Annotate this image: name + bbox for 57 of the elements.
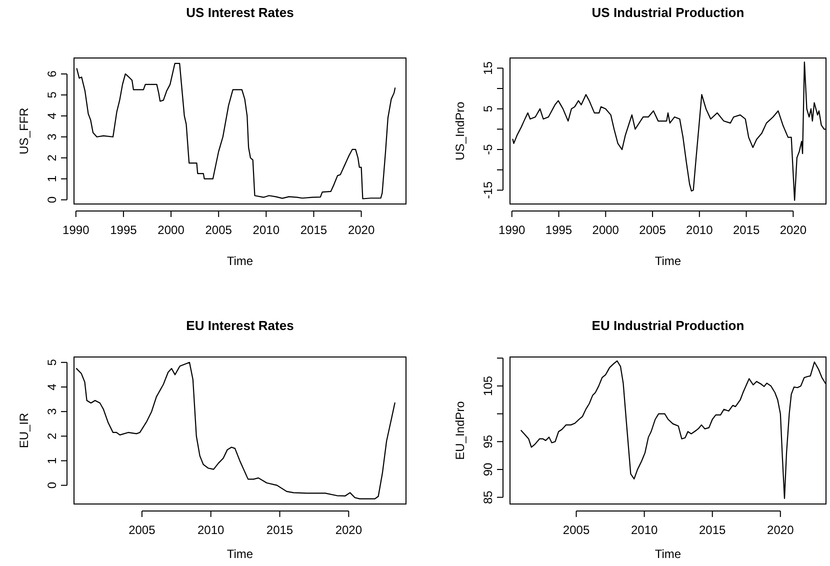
x-tick-label: 1990 <box>498 223 526 237</box>
chart-title: EU Industrial Production <box>592 318 744 333</box>
x-tick-label: 2010 <box>198 523 225 537</box>
x-tick-label: 2015 <box>300 223 328 237</box>
y-tick-label: 6 <box>45 70 59 78</box>
x-tick-label: 1995 <box>545 223 572 237</box>
y-tick-label: 2 <box>45 432 59 440</box>
y-axis-title: US_FFR <box>17 107 31 154</box>
x-axis-title: Time <box>226 547 254 561</box>
x-tick-label: 1995 <box>110 223 138 237</box>
y-tick-label: 0 <box>45 482 59 489</box>
chart-title: US Industrial Production <box>592 5 744 20</box>
chart-title: EU Interest Rates <box>186 318 294 333</box>
x-tick-label: 1990 <box>62 223 90 237</box>
line-series <box>512 62 826 201</box>
x-tick-label: 2020 <box>335 523 362 537</box>
y-tick-label: 0 <box>45 196 59 204</box>
y-axis-title: EU_IR <box>17 412 31 448</box>
x-tick-label: 2005 <box>205 223 232 237</box>
x-axis-title: Time <box>654 254 682 268</box>
x-axis-title: Time <box>226 254 254 268</box>
x-tick-label: 2010 <box>630 523 658 537</box>
y-tick-label: 3 <box>45 133 59 140</box>
y-tick-label: 4 <box>45 383 59 390</box>
x-tick-label: 2005 <box>562 523 590 537</box>
x-tick-label: 2010 <box>686 223 714 237</box>
y-tick-label: -15 <box>481 181 495 199</box>
x-tick-label: 2020 <box>348 223 375 237</box>
y-tick-label: -5 <box>481 144 495 155</box>
y-axis-title: EU_IndPro <box>453 400 467 460</box>
y-tick-label: 3 <box>45 408 59 415</box>
y-tick-label: 1 <box>45 457 59 464</box>
y-tick-label: 5 <box>481 105 495 112</box>
y-tick-label: 5 <box>45 91 59 98</box>
y-tick-label: 1 <box>45 175 59 182</box>
x-axis-title: Time <box>654 547 682 561</box>
x-tick-label: 2015 <box>699 523 726 537</box>
y-tick-label: 85 <box>481 490 495 504</box>
y-tick-label: 5 <box>45 358 59 366</box>
line-series <box>76 62 396 200</box>
y-axis-title: US_IndPro <box>453 101 467 160</box>
y-tick-label: 95 <box>481 434 495 448</box>
y-tick-label: 90 <box>481 462 495 476</box>
x-tick-label: 2010 <box>252 223 280 237</box>
x-tick-label: 2005 <box>639 223 666 237</box>
y-tick-label: 15 <box>481 61 495 75</box>
y-tick-label: 4 <box>45 112 59 120</box>
chart-title: US Interest Rates <box>186 5 294 20</box>
y-tick-label: 105 <box>481 376 495 396</box>
y-tick-label: 2 <box>45 154 59 162</box>
x-tick-label: 2000 <box>592 223 620 237</box>
x-tick-label: 2015 <box>732 223 760 237</box>
x-tick-label: 2015 <box>266 523 294 537</box>
x-tick-label: 2000 <box>158 223 185 237</box>
x-tick-label: 2020 <box>780 223 807 237</box>
x-tick-label: 2020 <box>767 523 794 537</box>
x-tick-label: 2005 <box>128 523 156 537</box>
